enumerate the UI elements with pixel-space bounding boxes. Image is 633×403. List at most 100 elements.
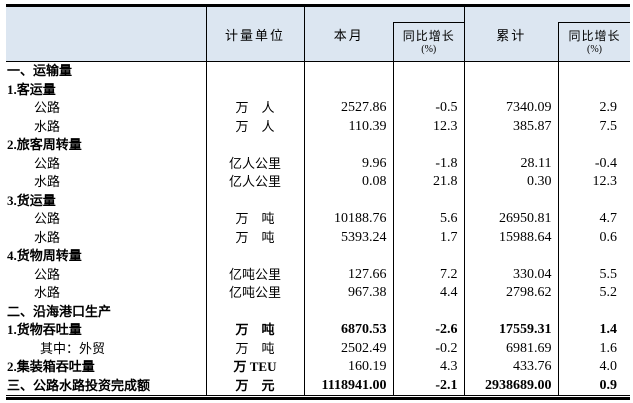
header-month-cell: 本月 — [304, 5, 393, 62]
month-yoy-box: 同比增长 (%) — [393, 22, 464, 61]
month-yoy-cell: -0.2 — [393, 339, 465, 358]
cumulative-cell: 0.30 — [464, 173, 559, 192]
header-unit-label: 计量单位 — [224, 27, 285, 43]
row-label-cell: 2.集装箱吞吐量 — [6, 358, 207, 377]
cumulative-yoy-cell — [558, 303, 630, 322]
cumulative-yoy-cell: 2.9 — [599, 100, 618, 115]
unit-cell: 亿人公里 — [206, 173, 305, 192]
table-row: 4.货物周转量 — [6, 247, 630, 266]
cumulative-cell: 26950.81 — [464, 210, 559, 229]
cumulative-yoy-cell: 4.7 — [599, 211, 618, 226]
cumulative-cell: 385.87 — [464, 117, 559, 136]
month-cell: 2502.49 — [304, 339, 394, 358]
row-label-cell: 三、公路水路投资完成额 — [6, 376, 207, 396]
month-cell: 0.08 — [304, 173, 394, 192]
table-bottom-rule — [6, 397, 630, 400]
row-label-cell: 1.货物吞吐量 — [6, 321, 207, 340]
unit-cell: 亿吨公里 — [206, 265, 305, 284]
table-row: 1.货物吞吐量万 吨 6870.53 -2.6 17559.31 1.4 — [6, 321, 630, 340]
table-row: 1.客运量 — [6, 80, 630, 100]
row-label-cell: 公路 — [6, 99, 207, 118]
month-yoy-cell: 4.4 — [393, 284, 465, 303]
month-cell — [304, 302, 394, 321]
table-row: 水路 亿吨公里 967.38 4.4 2798.62 5.2 — [6, 284, 630, 303]
cumulative-yoy-cell: 4.0 — [599, 359, 618, 374]
unit-cell: 亿吨公里 — [206, 284, 305, 303]
cumulative-yoy-cell: 0.9 — [558, 376, 630, 396]
row-label-cell: 其中：外贸 — [6, 339, 207, 358]
cumulative-yoy-box: 同比增长 (%) — [558, 22, 630, 61]
row-label-cell: 公路 — [6, 265, 207, 284]
unit-cell — [206, 191, 305, 210]
month-cell: 110.39 — [304, 117, 394, 136]
table-row: 公路万 人 2527.86 -0.5 7340.09 2.9 — [6, 99, 630, 118]
unit-cell — [206, 136, 305, 155]
unit-cell: 万 吨 — [206, 210, 305, 229]
row-label-cell: 二、沿海港口生产 — [6, 302, 207, 321]
table-row: 三、公路水路投资完成额万 元 1118941.00 -2.1 2938689.00 0.… — [6, 376, 630, 396]
cumulative-yoy-cell: 0.6 — [599, 229, 618, 245]
unit-cell: 万 人 — [206, 99, 305, 118]
cumulative-yoy-cell: -0.4 — [594, 155, 617, 171]
cumulative-yoy-cell: 7.5 — [599, 118, 618, 134]
month-yoy-label: 同比增长 — [402, 28, 455, 43]
row-label-cell: 4.货物周转量 — [6, 247, 207, 266]
table-row: 二、沿海港口生产 — [6, 302, 630, 322]
month-yoy-cell: 4.3 — [393, 358, 465, 377]
cumulative-yoy-cell — [558, 62, 630, 81]
cumulative-yoy-cell: 1.4 — [599, 322, 618, 337]
month-yoy-cell: 1.7 — [393, 228, 465, 247]
cumulative-cell — [464, 302, 559, 321]
cumulative-cell: 6981.69 — [464, 339, 559, 358]
month-yoy-cell — [393, 302, 465, 321]
cumulative-cell: 2798.62 — [464, 284, 559, 303]
cumulative-cell — [464, 80, 559, 99]
month-cell: 160.19 — [304, 358, 394, 377]
cumulative-cell: 17559.31 — [464, 321, 559, 340]
header-month-label: 本月 — [333, 27, 364, 43]
month-cell — [304, 80, 394, 99]
row-label-cell: 水路 — [6, 284, 207, 303]
month-cell: 6870.53 — [304, 321, 394, 340]
month-yoy-cell — [393, 247, 465, 266]
table-row: 一、运输量 — [6, 61, 630, 81]
month-yoy-cell — [393, 136, 465, 155]
month-cell — [304, 191, 394, 210]
month-cell: 9.96 — [304, 154, 394, 173]
unit-cell — [206, 80, 305, 99]
cumulative-cell: 7340.09 — [464, 99, 559, 118]
cumulative-cell: 2938689.00 — [464, 376, 559, 396]
unit-cell: 亿人公里 — [206, 154, 305, 173]
header-cumulative-cell: 累计 — [463, 5, 558, 62]
header-cumulative-label: 累计 — [496, 27, 527, 43]
month-yoy-cell: 7.2 — [393, 265, 465, 284]
cumulative-yoy-cell — [558, 136, 630, 155]
header-rowlabel-cell — [6, 5, 207, 62]
month-yoy-cell — [393, 61, 465, 81]
cumulative-yoy-cell — [558, 81, 630, 100]
month-yoy-cell: -2.1 — [393, 376, 465, 396]
month-yoy-cell — [393, 80, 465, 99]
row-label-cell: 3.货运量 — [6, 191, 207, 210]
cumulative-cell — [464, 247, 559, 266]
row-label-cell: 水路 — [6, 117, 207, 136]
month-yoy-cell: -1.8 — [393, 154, 465, 173]
cumulative-yoy-cell — [558, 192, 630, 211]
cumulative-cell — [464, 136, 559, 155]
month-cell: 967.38 — [304, 284, 394, 303]
unit-cell: 万 吨 — [206, 339, 305, 358]
month-yoy-cell: 12.3 — [393, 117, 465, 136]
cumulative-yoy-cell — [558, 247, 630, 266]
cumulative-yoy-cell: 12.3 — [592, 174, 618, 189]
month-yoy-cell: 21.8 — [393, 173, 465, 192]
header-unit-cell: 计量单位 — [206, 5, 305, 62]
month-cell: 5393.24 — [304, 228, 394, 247]
row-label-cell: 一、运输量 — [6, 61, 207, 81]
month-yoy-cell: 5.6 — [393, 210, 465, 229]
month-cell: 127.66 — [304, 265, 394, 284]
unit-cell: 万 吨 — [206, 321, 305, 340]
table-row: 公路 亿吨公里 127.66 7.2 330.04 5.5 — [6, 265, 630, 284]
month-cell — [304, 136, 394, 155]
table-row: 3.货运量 — [6, 191, 630, 211]
month-yoy-cell — [393, 191, 465, 210]
